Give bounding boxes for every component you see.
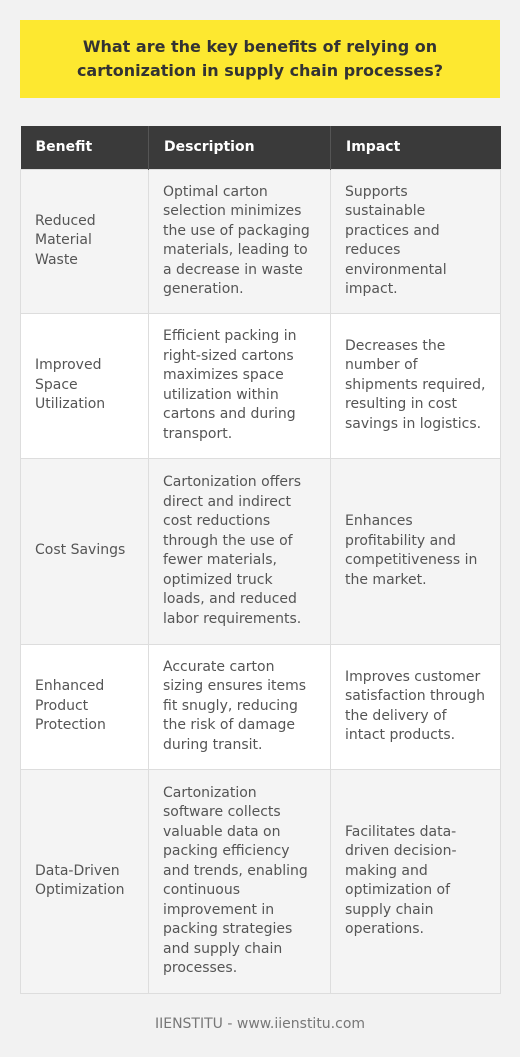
table-row: Data-Driven Optimization Cartonization s…: [20, 768, 501, 994]
benefit-cell: Improved Space Utilization: [20, 312, 149, 459]
description-cell: Efficient packing in right-sized cartons…: [148, 312, 331, 459]
benefit-cell: Enhanced Product Protection: [20, 643, 149, 770]
footer-credit: IIENSTITU - www.iienstitu.com: [154, 1016, 366, 1032]
benefits-table: Benefit Description Impact Reduced Mater…: [20, 126, 501, 994]
table-header-row: Benefit Description Impact: [20, 126, 501, 169]
benefit-cell: Data-Driven Optimization: [20, 768, 149, 994]
impact-cell: Decreases the number of shipments requir…: [330, 312, 501, 459]
description-cell: Accurate carton sizing ensures items fit…: [148, 643, 331, 770]
table-row: Enhanced Product Protection Accurate car…: [20, 643, 501, 770]
benefit-cell: Cost Savings: [20, 457, 149, 645]
page-title: What are the key benefits of relying on …: [76, 37, 444, 80]
header-description: Description: [148, 126, 331, 169]
impact-cell: Improves customer satisfaction through t…: [330, 643, 501, 770]
impact-cell: Facilitates data-driven decision-making …: [330, 768, 501, 994]
description-cell: Cartonization offers direct and indirect…: [148, 457, 331, 645]
header-benefit: Benefit: [20, 126, 149, 169]
impact-cell: Supports sustainable practices and reduc…: [330, 168, 501, 314]
impact-cell: Enhances profitability and competitivene…: [330, 457, 501, 645]
benefit-cell: Reduced Material Waste: [20, 168, 149, 314]
table-row: Reduced Material Waste Optimal carton se…: [20, 168, 501, 314]
title-banner: What are the key benefits of relying on …: [20, 20, 500, 98]
description-cell: Cartonization software collects valuable…: [148, 768, 331, 994]
table-row: Cost Savings Cartonization offers direct…: [20, 457, 501, 645]
table-row: Improved Space Utilization Efficient pac…: [20, 312, 501, 459]
header-impact: Impact: [330, 126, 501, 169]
description-cell: Optimal carton selection minimizes the u…: [148, 168, 331, 314]
